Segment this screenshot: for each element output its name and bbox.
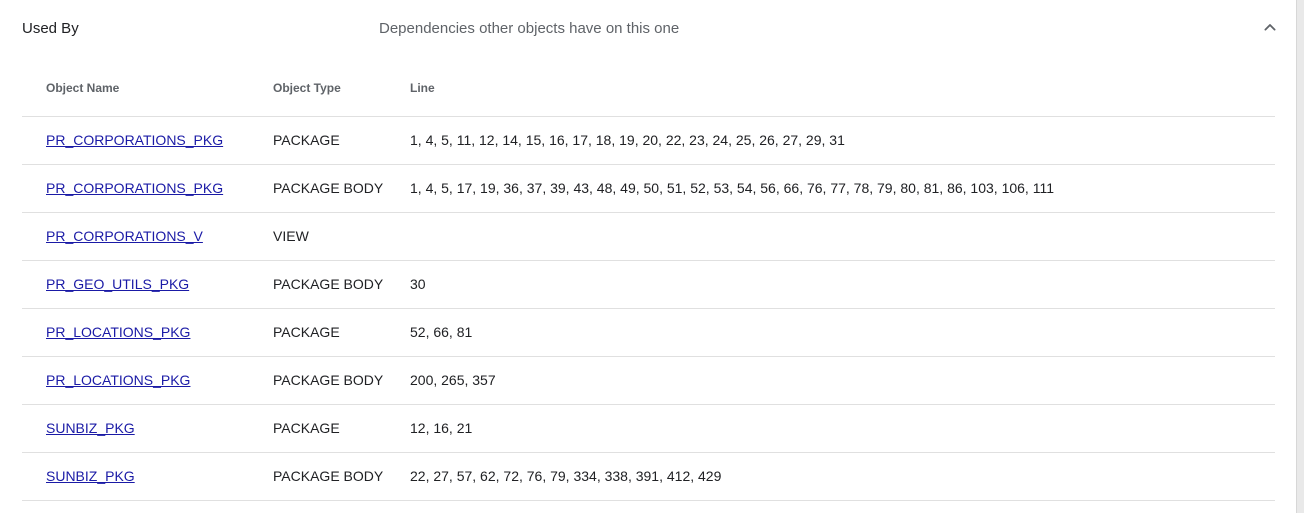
line-numbers-cell: 52, 66, 81 — [410, 324, 473, 340]
object-name-link[interactable]: SUNBIZ_PKG — [46, 420, 135, 436]
table-row: PR_CORPORATIONS_PKG PACKAGE BODY 1, 4, 5… — [22, 165, 1275, 213]
table-header-row: Object Name Object Type Line — [22, 68, 1275, 117]
dependencies-table: Object Name Object Type Line PR_CORPORAT… — [22, 68, 1275, 501]
object-name-link[interactable]: PR_CORPORATIONS_PKG — [46, 132, 224, 148]
object-name-link[interactable]: PR_CORPORATIONS_PKG — [46, 180, 224, 196]
column-header-object-name[interactable]: Object Name — [46, 81, 120, 95]
line-numbers-cell: 22, 27, 57, 62, 72, 76, 79, 334, 338, 39… — [410, 468, 722, 484]
line-numbers-cell: 200, 265, 357 — [410, 372, 496, 388]
object-name-link[interactable]: PR_LOCATIONS_PKG — [46, 372, 191, 388]
chevron-up-icon — [1258, 15, 1282, 39]
object-type-cell: PACKAGE BODY — [273, 276, 384, 292]
line-numbers-cell: 1, 4, 5, 17, 19, 36, 37, 39, 43, 48, 49,… — [410, 180, 1054, 196]
object-type-cell: PACKAGE BODY — [273, 468, 384, 484]
object-name-link[interactable]: PR_GEO_UTILS_PKG — [46, 276, 190, 292]
column-header-line[interactable]: Line — [410, 81, 435, 95]
panel-description: Dependencies other objects have on this … — [379, 20, 680, 37]
object-name-link[interactable]: PR_CORPORATIONS_V — [46, 228, 203, 244]
object-type-cell: PACKAGE BODY — [273, 180, 384, 196]
object-type-cell: PACKAGE — [273, 324, 340, 340]
object-type-cell: PACKAGE BODY — [273, 372, 384, 388]
object-type-cell: PACKAGE — [273, 132, 340, 148]
line-numbers-cell: 12, 16, 21 — [410, 420, 473, 436]
object-name-link[interactable]: SUNBIZ_PKG — [46, 468, 135, 484]
table-row: PR_CORPORATIONS_V VIEW — [22, 213, 1275, 261]
line-numbers-cell: 30 — [410, 276, 426, 292]
panel-edge-divider — [1296, 0, 1304, 513]
panel-title: Used By — [22, 20, 79, 37]
line-numbers-cell: 1, 4, 5, 11, 12, 14, 15, 16, 17, 18, 19,… — [410, 132, 845, 148]
table-row: SUNBIZ_PKG PACKAGE BODY 22, 27, 57, 62, … — [22, 453, 1275, 501]
table-row: PR_LOCATIONS_PKG PACKAGE BODY 200, 265, … — [22, 357, 1275, 405]
table-row: SUNBIZ_PKG PACKAGE 12, 16, 21 — [22, 405, 1275, 453]
table-row: PR_CORPORATIONS_PKG PACKAGE 1, 4, 5, 11,… — [22, 117, 1275, 165]
table-row: PR_LOCATIONS_PKG PACKAGE 52, 66, 81 — [22, 309, 1275, 357]
object-type-cell: VIEW — [273, 228, 309, 244]
table-row: PR_GEO_UTILS_PKG PACKAGE BODY 30 — [22, 261, 1275, 309]
column-header-object-type[interactable]: Object Type — [273, 81, 341, 95]
panel-header[interactable]: Used By Dependencies other objects have … — [0, 0, 1296, 58]
collapse-button[interactable] — [1258, 15, 1282, 39]
object-type-cell: PACKAGE — [273, 420, 340, 436]
object-name-link[interactable]: PR_LOCATIONS_PKG — [46, 324, 191, 340]
